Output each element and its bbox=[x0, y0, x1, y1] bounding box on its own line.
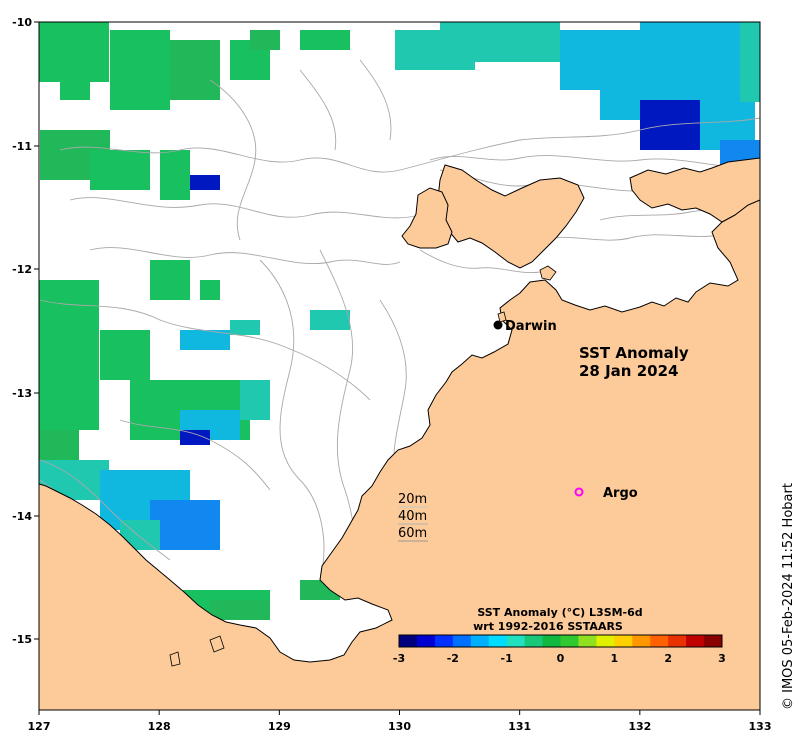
sst-patch bbox=[210, 600, 270, 620]
colorbar-cell bbox=[542, 635, 561, 647]
colorbar-tick-label: -2 bbox=[447, 652, 459, 665]
sst-patch bbox=[39, 280, 99, 430]
x-tick-label: 129 bbox=[268, 720, 291, 733]
colorbar-cell bbox=[416, 635, 436, 647]
colorbar-cell bbox=[668, 635, 687, 647]
colorbar-cell bbox=[470, 635, 490, 647]
sst-patch bbox=[100, 330, 150, 380]
y-tick-label: -10 bbox=[12, 16, 32, 29]
colorbar-cells bbox=[399, 635, 723, 647]
sst-patch bbox=[560, 30, 640, 90]
y-tick-label: -15 bbox=[12, 633, 32, 646]
mainland-australia bbox=[39, 199, 760, 710]
sst-patch bbox=[300, 30, 350, 50]
y-tick-label: -12 bbox=[12, 263, 32, 276]
sst-patch bbox=[160, 150, 190, 200]
colorbar-cell bbox=[506, 635, 526, 647]
colorbar-frame bbox=[398, 634, 723, 648]
colorbar-cell bbox=[704, 635, 723, 647]
sst-patch bbox=[180, 330, 230, 350]
sst-patch bbox=[440, 22, 560, 62]
map-title-line2: 28 Jan 2024 bbox=[579, 362, 678, 380]
y-tick-label: -13 bbox=[12, 387, 32, 400]
colorbar-tick-label: 2 bbox=[664, 652, 672, 665]
y-tick-label: -14 bbox=[12, 510, 32, 523]
colorbar-cell bbox=[434, 635, 454, 647]
darwin-marker bbox=[493, 320, 503, 330]
sst-patch bbox=[200, 280, 220, 300]
x-tick-label: 127 bbox=[28, 720, 51, 733]
credit-text: © IMOS 05-Feb-2024 11:52 Hobart bbox=[781, 483, 796, 710]
colorbar-cell bbox=[524, 635, 544, 647]
depth-legend-60m: 60m bbox=[398, 526, 427, 541]
sst-patch bbox=[660, 120, 700, 150]
x-tick-label: 133 bbox=[749, 720, 772, 733]
darwin-label: Darwin bbox=[505, 319, 557, 334]
depth-legend-20m: 20m bbox=[398, 492, 427, 507]
sst-patch bbox=[240, 380, 270, 420]
sst-patch bbox=[150, 260, 190, 300]
sst-patch bbox=[190, 175, 220, 190]
map-title-line1: SST Anomaly bbox=[579, 344, 689, 362]
darwin-marker-group: Darwin bbox=[493, 319, 557, 334]
x-axis: 127 128 129 130 131 132 133 bbox=[28, 710, 772, 733]
sst-patch bbox=[180, 430, 210, 445]
bathurst-island bbox=[401, 187, 453, 249]
colorbar-ticks: -3 -2 -1 0 1 2 3 bbox=[393, 652, 726, 665]
argo-label: Argo bbox=[603, 486, 638, 501]
colorbar-cell bbox=[578, 635, 597, 647]
argo-marker-group: Argo bbox=[574, 486, 638, 501]
colorbar-tick-label: -1 bbox=[501, 652, 513, 665]
x-tick-label: 132 bbox=[628, 720, 651, 733]
colorbar-cell bbox=[632, 635, 651, 647]
colorbar-title-line1: SST Anomaly (°C) L3SM-6d bbox=[477, 606, 642, 619]
sst-patch bbox=[110, 30, 170, 110]
sst-patch bbox=[90, 150, 150, 190]
colorbar-tick-label: 0 bbox=[557, 652, 565, 665]
colorbar-cell bbox=[452, 635, 472, 647]
sst-anomaly-patches bbox=[39, 22, 760, 620]
colorbar-tick-label: 3 bbox=[718, 652, 726, 665]
colorbar-cell bbox=[650, 635, 669, 647]
x-tick-label: 130 bbox=[388, 720, 411, 733]
sst-patch bbox=[640, 22, 750, 102]
sst-patch bbox=[250, 30, 280, 50]
colorbar-tick-label: -3 bbox=[393, 652, 405, 665]
colorbar-cell bbox=[560, 635, 579, 647]
colorbar-tick-label: 1 bbox=[611, 652, 619, 665]
sst-patch bbox=[150, 500, 220, 550]
colorbar-cell bbox=[614, 635, 633, 647]
colorbar-cell bbox=[596, 635, 615, 647]
y-tick-label: -11 bbox=[12, 140, 32, 153]
colorbar-cell bbox=[686, 635, 705, 647]
colorbar: SST Anomaly (°C) L3SM-6d wrt 1992-2016 S… bbox=[393, 606, 726, 665]
land bbox=[39, 157, 760, 710]
x-tick-label: 131 bbox=[508, 720, 531, 733]
depth-legend-40m: 40m bbox=[398, 509, 427, 524]
sst-patch bbox=[740, 22, 760, 102]
sst-patch bbox=[60, 60, 90, 100]
argo-marker bbox=[574, 487, 584, 497]
small-islands bbox=[169, 265, 557, 667]
y-axis: -10 -11 -12 -13 -14 -15 bbox=[12, 16, 39, 646]
colorbar-title-line2: wrt 1992-2016 SSTAARS bbox=[473, 620, 623, 633]
sst-patch bbox=[230, 320, 260, 335]
sst-patch bbox=[310, 310, 350, 330]
depth-legend: 20m 40m 60m bbox=[398, 492, 428, 542]
colorbar-cell bbox=[399, 635, 418, 647]
cobourg-peninsula bbox=[629, 157, 760, 223]
sst-patch bbox=[170, 40, 220, 100]
x-tick-label: 128 bbox=[148, 720, 171, 733]
colorbar-cell bbox=[488, 635, 508, 647]
